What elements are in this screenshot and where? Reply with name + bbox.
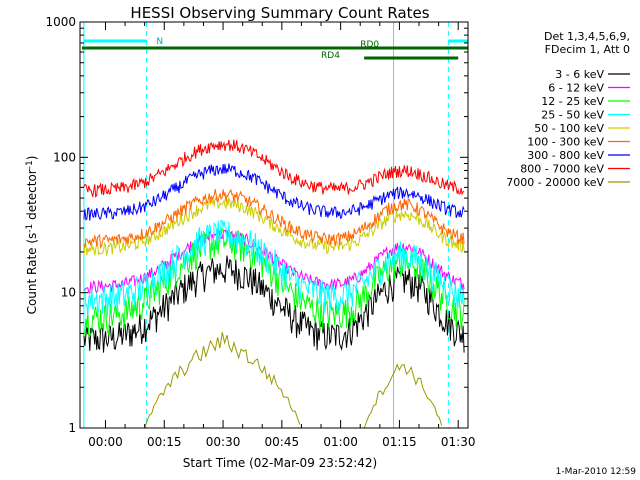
legend-label-4: 25 - 50 keV: [541, 109, 604, 122]
svg-text:Count Rate (s-1 detector-1): Count Rate (s-1 detector-1): [25, 156, 39, 315]
y-label-mid: detector: [25, 169, 39, 224]
series-9: [144, 332, 443, 429]
series-4: [83, 219, 465, 317]
legend-label-6: 100 - 300 keV: [527, 136, 604, 149]
legend-label-2: 6 - 12 keV: [548, 82, 604, 95]
series-line-4: [83, 219, 465, 317]
y-label-main: Count Rate (s: [25, 233, 39, 315]
y-tick-label-2: 100: [53, 150, 76, 164]
x-axis-label: Start Time (02-Mar-09 23:52:42): [183, 456, 377, 470]
x-tick-label-1: 00:15: [147, 435, 182, 449]
series-line-9-a: [144, 332, 301, 429]
series-line-3: [83, 227, 465, 338]
series-line-9-b: [363, 363, 443, 429]
legend: Det 1,3,4,5,6,9, FDecim 1, Att 0 3 - 6 k…: [506, 30, 630, 189]
legend-label-9: 7000 - 20000 keV: [506, 176, 604, 189]
plot-frame: 00:00 00:15 00:30 00:45 01:00 01:15 01:30 1 10 10…: [45, 15, 475, 449]
series-7: [83, 163, 465, 221]
x-tick-label-6: 01:30: [441, 435, 476, 449]
x-tick-label-0: 00:00: [88, 435, 123, 449]
y-axis-label: Count Rate (s-1 detector-1): [25, 156, 39, 315]
n-label: N: [156, 37, 163, 47]
x-tick-label-3: 00:45: [265, 435, 300, 449]
y-tick-label-3: 1000: [45, 15, 76, 29]
x-tick-label-4: 01:00: [323, 435, 358, 449]
legend-label-8: 800 - 7000 keV: [520, 163, 604, 176]
footer-timestamp: 1-Mar-2010 12:59: [556, 467, 637, 477]
series-line-6: [83, 188, 465, 250]
series-line-7: [83, 163, 465, 221]
legend-label-3: 12 - 25 keV: [541, 95, 604, 108]
chart-title: HESSI Observing Summary Count Rates: [130, 4, 429, 22]
y-label-end: ): [25, 156, 39, 161]
x-tick-label-2: 00:30: [206, 435, 241, 449]
y-tick-label-1: 10: [61, 286, 76, 300]
legend-header-line2: FDecim 1, Att 0: [545, 43, 630, 56]
data-layer: N RD0 RD4: [81, 22, 468, 429]
rd4-label: RD4: [321, 51, 340, 61]
rd0-label: RD0: [360, 40, 379, 50]
series-8: [83, 139, 465, 199]
series-line-8: [83, 139, 465, 199]
x-tick-label-5: 01:15: [382, 435, 417, 449]
series-3: [83, 227, 465, 338]
annotation-bars: N RD0 RD4: [81, 37, 468, 61]
legend-label-7: 300 - 800 keV: [527, 149, 604, 162]
legend-label-5: 50 - 100 keV: [534, 122, 604, 135]
legend-label-1: 3 - 6 keV: [555, 68, 604, 81]
plot-border: [79, 21, 469, 429]
y-label-sup2: -1: [25, 160, 35, 169]
legend-header-line1: Det 1,3,4,5,6,9,: [544, 30, 630, 43]
y-tick-label-0: 1: [68, 421, 76, 435]
y-label-sup1: -1: [25, 224, 35, 233]
series-6: [83, 188, 465, 250]
